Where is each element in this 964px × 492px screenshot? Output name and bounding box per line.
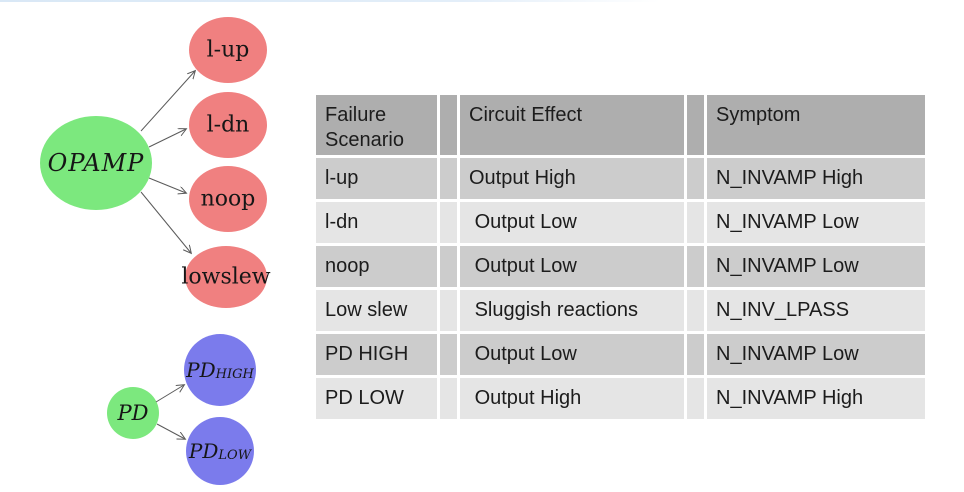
header-circuit-effect: Circuit Effect <box>460 95 684 155</box>
header-failure-scenario: Failure Scenario <box>316 95 437 155</box>
cell-spacer <box>687 158 704 199</box>
lup-node <box>189 17 267 83</box>
pd-high-label: PDHIGH <box>185 358 254 382</box>
lowslew-label: lowslew <box>181 265 270 290</box>
cell-failure: l-up <box>316 158 437 199</box>
arrow-opamp-lup <box>140 71 195 132</box>
arrow-pd-pdlow <box>156 423 185 439</box>
header-spacer-2 <box>687 95 704 155</box>
cell-failure: PD HIGH <box>316 334 437 375</box>
table-row-pdlow: PD LOW Output High N_INVAMP High <box>316 378 925 419</box>
table-row-lowslew: Low slew Sluggish reactions N_INV_LPASS <box>316 290 925 331</box>
noop-label: noop <box>201 187 256 212</box>
table-row-lup: l-up Output High N_INVAMP High <box>316 158 925 199</box>
lup-label: l-up <box>207 38 250 63</box>
opamp-node <box>40 116 152 210</box>
cell-effect: Output Low <box>460 334 684 375</box>
cell-effect: Sluggish reactions <box>460 290 684 331</box>
cell-failure: PD LOW <box>316 378 437 419</box>
cell-failure: noop <box>316 246 437 287</box>
cell-spacer <box>687 202 704 243</box>
table-row-pdhigh: PD HIGH Output Low N_INVAMP Low <box>316 334 925 375</box>
table-header-row: Failure Scenario Circuit Effect Symptom <box>316 95 925 155</box>
cell-effect: Output Low <box>460 246 684 287</box>
cell-spacer <box>687 246 704 287</box>
opamp-label: OPAMP <box>48 149 145 177</box>
arrow-opamp-noop <box>148 177 186 193</box>
arrow-opamp-lowslew <box>140 191 191 253</box>
ldn-label: l-dn <box>207 113 250 138</box>
table-row-noop: noop Output Low N_INVAMP Low <box>316 246 925 287</box>
cell-symptom: N_INV_LPASS <box>707 290 925 331</box>
cell-effect: Output High <box>460 158 684 199</box>
pd-high-node <box>184 334 256 406</box>
cell-spacer <box>440 246 457 287</box>
cell-spacer <box>440 290 457 331</box>
cell-effect: Output Low <box>460 202 684 243</box>
cell-symptom: N_INVAMP High <box>707 158 925 199</box>
cell-spacer <box>440 378 457 419</box>
fault-tree-diagram: OPAMP l-up l-dn noop lowslew PD PDHIGH P… <box>40 17 271 485</box>
cell-failure: Low slew <box>316 290 437 331</box>
noop-node <box>189 166 267 232</box>
cell-spacer <box>440 334 457 375</box>
cell-symptom: N_INVAMP Low <box>707 334 925 375</box>
cell-spacer <box>440 158 457 199</box>
cell-spacer <box>687 378 704 419</box>
pd-label: PD <box>117 401 149 425</box>
cell-effect: Output High <box>460 378 684 419</box>
pd-low-node <box>186 417 254 485</box>
cell-failure: l-dn <box>316 202 437 243</box>
ldn-node <box>189 92 267 158</box>
cell-symptom: N_INVAMP Low <box>707 246 925 287</box>
arrow-pd-pdhigh <box>155 385 184 403</box>
header-symptom: Symptom <box>707 95 925 155</box>
fault-table: Failure Scenario Circuit Effect Symptom … <box>316 95 925 422</box>
pd-low-label: PDLOW <box>188 439 253 463</box>
top-border-strip <box>0 0 660 2</box>
cell-symptom: N_INVAMP High <box>707 378 925 419</box>
cell-symptom: N_INVAMP Low <box>707 202 925 243</box>
lowslew-node <box>185 246 267 308</box>
table-row-ldn: l-dn Output Low N_INVAMP Low <box>316 202 925 243</box>
arrow-opamp-ldn <box>148 129 186 148</box>
cell-spacer <box>687 334 704 375</box>
cell-spacer <box>687 290 704 331</box>
pd-node <box>107 387 159 439</box>
header-spacer-1 <box>440 95 457 155</box>
cell-spacer <box>440 202 457 243</box>
